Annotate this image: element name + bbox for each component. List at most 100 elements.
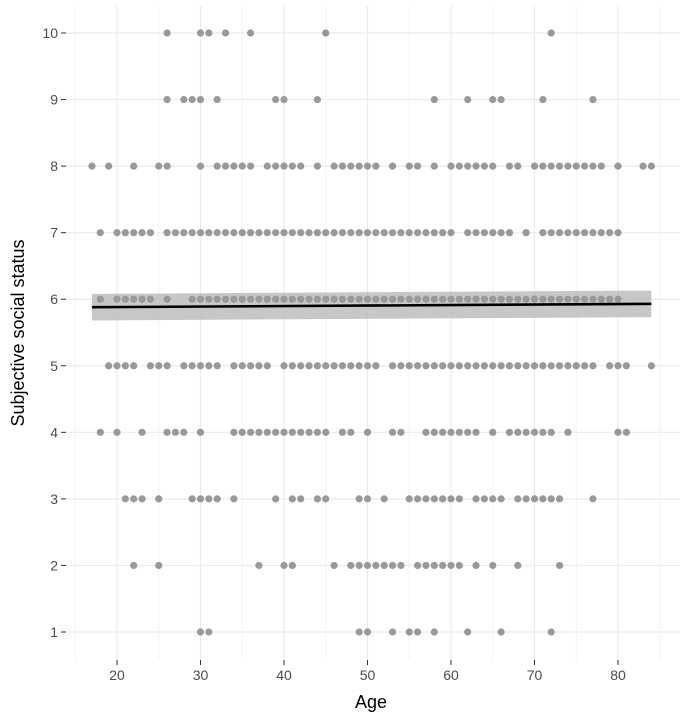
data-point (338, 295, 347, 303)
data-point (405, 628, 413, 636)
data-point (480, 229, 488, 237)
data-point (439, 295, 447, 303)
data-point (614, 229, 622, 237)
data-point (230, 428, 238, 436)
data-point (255, 561, 263, 570)
data-point (155, 162, 163, 170)
data-point (272, 95, 280, 104)
data-point (297, 162, 305, 170)
data-point (196, 495, 205, 503)
data-point (614, 362, 622, 370)
data-point (163, 162, 171, 170)
data-point (514, 495, 522, 503)
data-point (313, 428, 321, 436)
data-point (472, 362, 480, 370)
data-point (522, 295, 530, 303)
data-point (288, 229, 296, 237)
data-point (388, 162, 397, 170)
data-point (539, 162, 547, 170)
data-point (96, 295, 104, 303)
data-point (280, 95, 288, 104)
data-point (213, 495, 221, 503)
data-point (614, 428, 622, 436)
data-point (606, 229, 614, 237)
data-point (388, 295, 397, 303)
data-point (505, 162, 514, 170)
data-point (297, 295, 305, 303)
data-point (138, 495, 146, 503)
data-point (497, 362, 505, 370)
data-point (622, 362, 630, 370)
data-point (555, 495, 564, 503)
data-point (363, 428, 372, 436)
data-point (213, 362, 221, 370)
data-point (372, 561, 380, 570)
data-point (355, 162, 363, 170)
data-point (447, 561, 455, 570)
data-point (581, 162, 589, 170)
data-point (589, 295, 597, 303)
data-point (480, 295, 488, 303)
data-point (388, 428, 397, 436)
data-point (230, 295, 238, 303)
data-point (489, 162, 497, 170)
data-point (564, 162, 572, 170)
data-point (539, 295, 547, 303)
data-point (205, 229, 213, 237)
data-point (464, 362, 472, 370)
data-point (564, 295, 572, 303)
data-point (338, 428, 347, 436)
data-point (372, 229, 380, 237)
data-point (489, 428, 497, 436)
fit-line (91, 302, 652, 309)
data-point (171, 229, 180, 237)
data-point (480, 162, 488, 170)
data-point (564, 428, 572, 436)
data-point (430, 495, 438, 503)
data-point (347, 162, 355, 170)
data-point (464, 162, 472, 170)
data-point (322, 295, 330, 303)
data-point (313, 162, 321, 170)
data-point (564, 362, 572, 370)
data-point (472, 229, 480, 237)
data-point (455, 428, 463, 436)
data-point (430, 362, 438, 370)
data-point (280, 362, 288, 370)
data-point (330, 295, 338, 303)
data-point (288, 495, 296, 503)
y-tick-label: 5 (50, 358, 58, 374)
data-point (263, 295, 271, 303)
data-point (221, 29, 230, 37)
data-point (247, 29, 255, 37)
data-point (380, 561, 388, 570)
data-point (414, 628, 422, 636)
y-tick-label: 10 (42, 25, 58, 41)
data-point (530, 295, 539, 303)
data-point (455, 495, 463, 503)
data-point (422, 561, 430, 570)
data-point (272, 229, 280, 237)
data-point (363, 362, 372, 370)
data-point (505, 295, 514, 303)
data-point (121, 229, 129, 237)
data-point (305, 428, 313, 436)
data-point (547, 29, 555, 37)
data-point (322, 428, 330, 436)
data-point (146, 295, 154, 303)
data-point (355, 628, 363, 636)
data-point (430, 295, 438, 303)
data-point (447, 295, 455, 303)
data-point (422, 362, 430, 370)
data-point (196, 362, 205, 370)
data-point (113, 428, 121, 436)
x-tick-label: 30 (193, 667, 209, 683)
data-point (555, 229, 564, 237)
data-point (414, 229, 422, 237)
data-point (263, 162, 271, 170)
data-point (263, 428, 271, 436)
data-point (188, 95, 196, 104)
data-point (322, 495, 330, 503)
data-point (430, 95, 438, 104)
